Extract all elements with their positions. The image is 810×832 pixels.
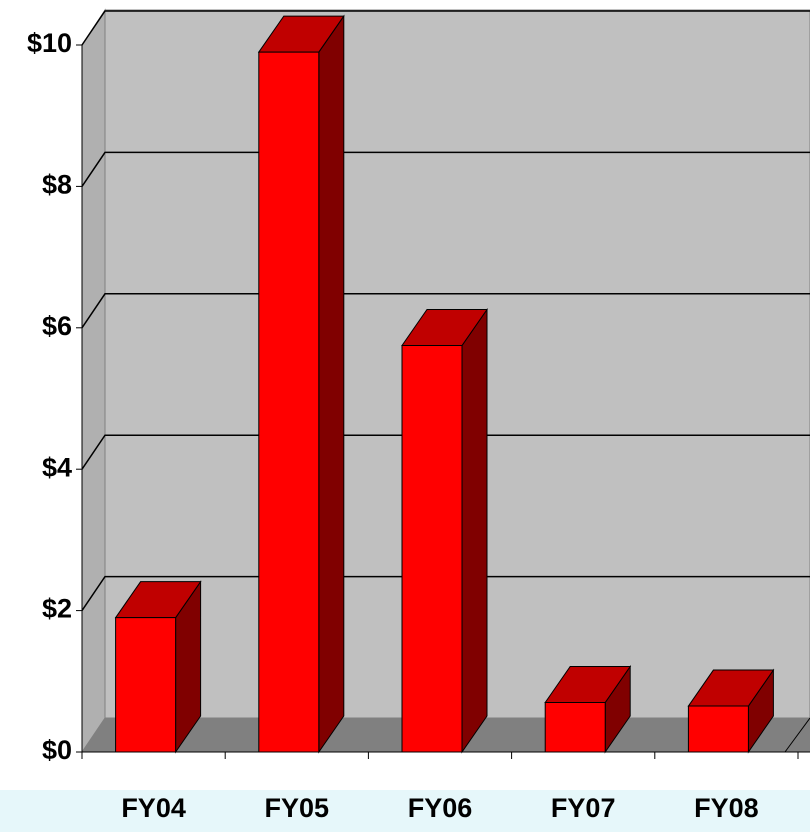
side-wall <box>81 8 106 754</box>
bar <box>544 664 632 754</box>
y-tick-label: $0 <box>42 735 72 765</box>
x-tick-label: FY05 <box>265 793 330 823</box>
floor-edge <box>784 717 810 753</box>
grid-line <box>81 151 810 187</box>
bar-front <box>258 51 320 753</box>
bar <box>401 307 488 754</box>
bar-side <box>461 307 488 754</box>
x-tick-label: FY04 <box>121 793 186 823</box>
bar-front <box>115 617 177 753</box>
x-tick-label: FY06 <box>408 793 473 823</box>
grid-line <box>81 293 810 329</box>
grid-line <box>81 434 810 470</box>
grid-line <box>81 10 810 46</box>
x-tick-label: FY07 <box>551 793 616 823</box>
y-tick-label: $10 <box>27 28 72 58</box>
bar-side <box>318 14 345 754</box>
bar-front <box>401 344 463 753</box>
bar-front <box>687 705 749 753</box>
bar-front <box>544 702 606 753</box>
y-tick-label: $8 <box>42 170 72 200</box>
y-tick-label: $4 <box>42 452 72 482</box>
bar <box>257 14 345 754</box>
x-tick-label: FY08 <box>694 793 759 823</box>
grid-line <box>81 575 810 612</box>
y-tick-label: $6 <box>42 311 72 341</box>
background-strip <box>0 790 810 832</box>
y-tick-label: $2 <box>42 594 72 624</box>
bar <box>687 668 775 754</box>
bar <box>114 580 202 754</box>
